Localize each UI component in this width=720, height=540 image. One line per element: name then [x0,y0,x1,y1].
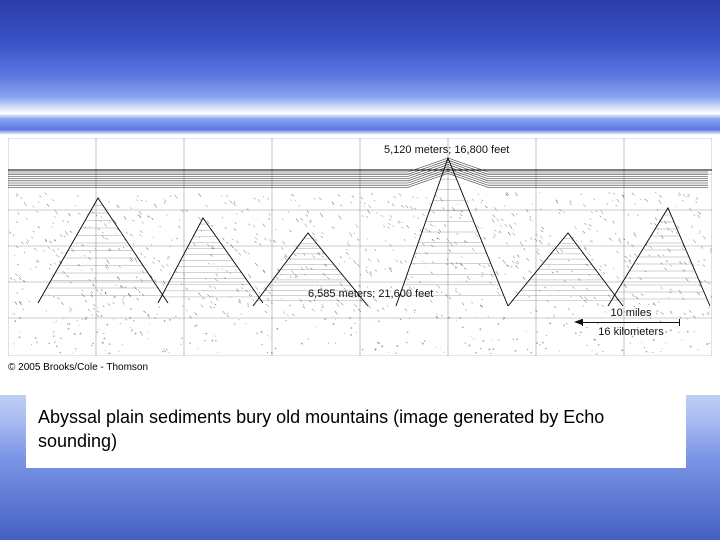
arrow-left-icon [574,319,582,325]
echo-sounding-diagram: 5,120 meters; 16,800 feet 6,585 meters; … [8,138,712,356]
scale-bar-group: 10 miles 16 kilometers [582,307,680,338]
copyright-text: © 2005 Brooks/Cole - Thomson [4,360,152,375]
scale-bottom-label: 16 kilometers [582,326,680,338]
slide-background: 5,120 meters; 16,800 feet 6,585 meters; … [0,0,720,540]
scale-top-label: 10 miles [582,307,680,319]
caption-text: Abyssal plain sediments bury old mountai… [38,405,674,454]
depth-label-bottom: 6,585 meters; 21,600 feet [308,288,433,300]
depth-label-top: 5,120 meters; 16,800 feet [384,144,509,156]
depth-label-bottom-text: 6,585 meters; 21,600 feet [308,288,433,300]
caption-box: Abyssal plain sediments bury old mountai… [26,395,686,468]
depth-label-top-text: 5,120 meters; 16,800 feet [384,144,509,156]
scale-bar [582,322,680,323]
